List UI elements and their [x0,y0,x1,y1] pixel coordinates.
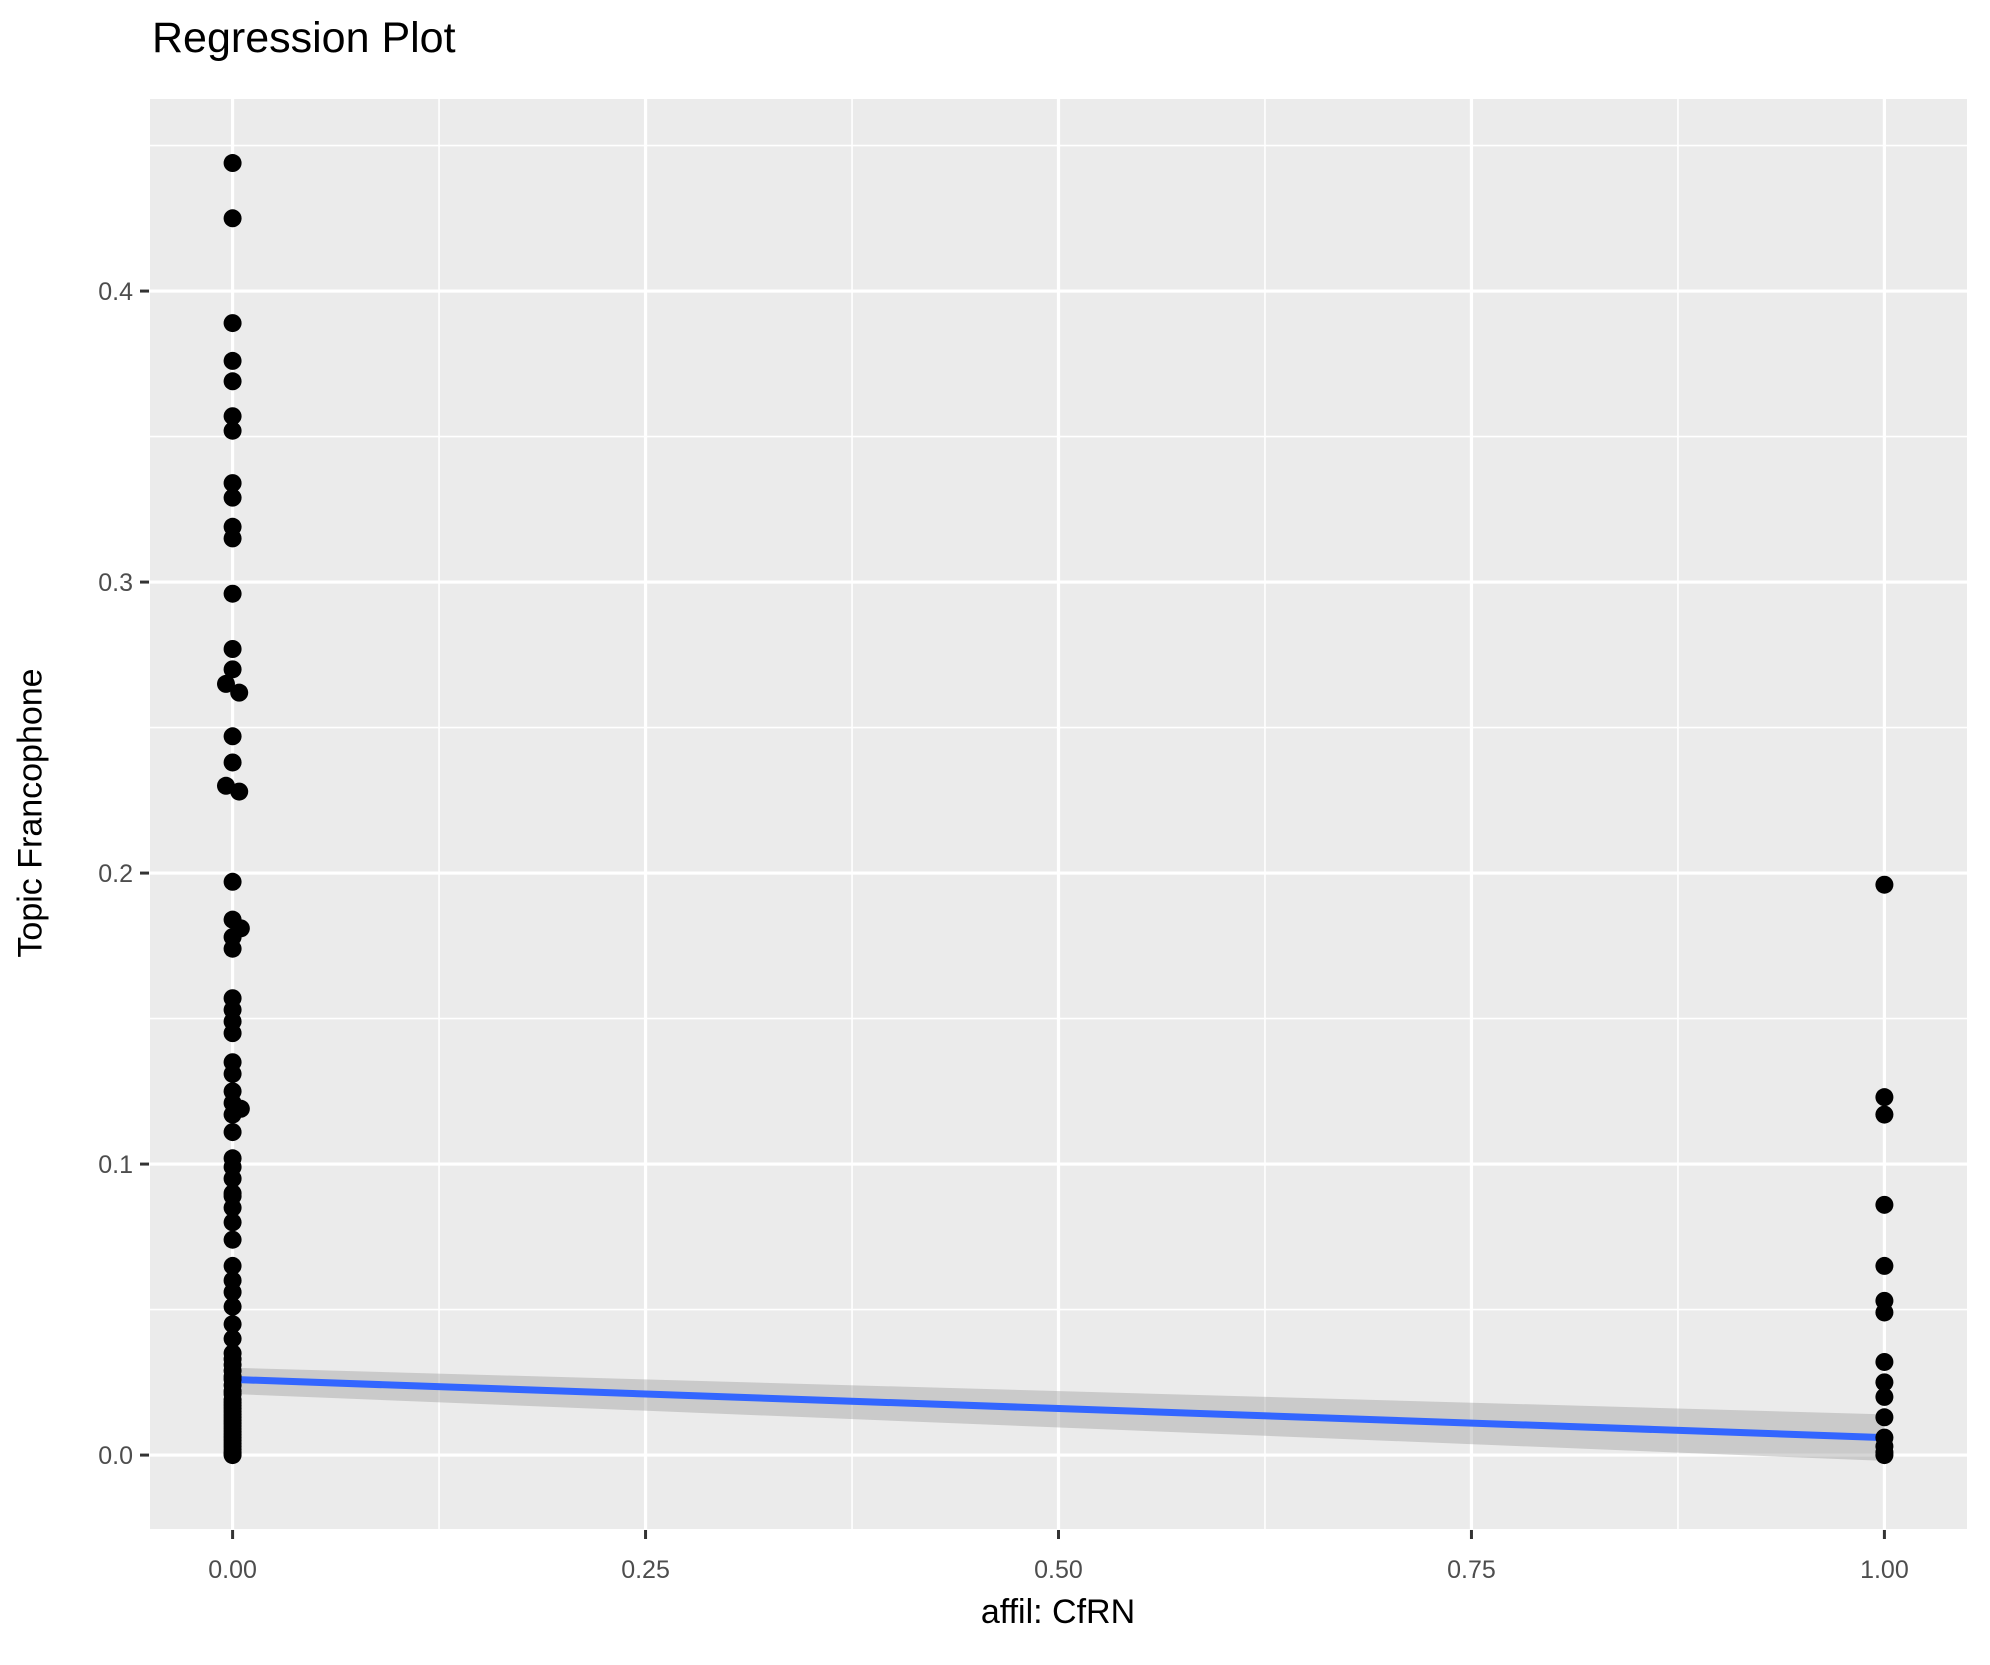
scatter-point [223,474,242,493]
scatter-point [1875,1303,1894,1322]
scatter-point [223,1230,242,1249]
scatter-point [223,407,242,426]
scatter-point [1875,1088,1894,1107]
x-tick-label: 0.50 [1034,1556,1083,1584]
x-axis-title: affil: CfRN [980,1593,1136,1631]
y-tick-label: 0.1 [98,1151,133,1179]
scatter-point [216,674,235,693]
scatter-point [1875,1446,1894,1465]
scatter-point [223,660,242,679]
x-tick-label: 0.00 [208,1556,257,1584]
x-tick-label: 1.00 [1860,1556,1909,1584]
scatter-point [223,753,242,772]
scatter-point [1875,1352,1894,1371]
scatter-point [1875,1387,1894,1406]
y-tick-label: 0.3 [98,569,133,597]
scatter-point [1875,1373,1894,1392]
scatter-point [223,1446,242,1465]
scatter-point [223,939,242,958]
scatter-point [223,421,242,440]
scatter-point [223,1123,242,1142]
scatter-point [230,782,249,801]
y-axis-title: Topic Francophone [11,668,50,958]
scatter-point [223,727,242,746]
y-tick-label: 0.2 [98,860,133,888]
x-tick-label: 0.25 [621,1556,670,1584]
scatter-point [223,209,242,228]
scatter-point [223,488,242,507]
scatter-point [223,1297,242,1316]
x-tick-label: 0.75 [1447,1556,1496,1584]
scatter-point [223,351,242,370]
y-tick-label: 0.4 [98,278,133,306]
scatter-point [223,1213,242,1232]
regression-line [232,1375,1885,1442]
scatter-point [223,1315,242,1334]
scatter-point [223,640,242,658]
scatter-point [223,1198,242,1217]
scatter-point [223,154,242,173]
plot-title: Regression Plot [152,14,456,62]
scatter-point [223,1024,242,1043]
scatter-point [223,1169,242,1188]
scatter-point [1875,1105,1894,1124]
scatter-point [1875,1408,1894,1427]
y-tick-label: 0.0 [98,1442,133,1470]
scatter-point [223,1064,242,1083]
scatter-point [223,529,242,548]
scatter-point [223,372,242,391]
scatter-point [223,1329,242,1348]
scatter-point [223,1105,242,1124]
scatter-point [1875,875,1894,894]
scatter-point [223,1283,242,1302]
scatter-point [223,584,242,603]
scatter-point [223,872,242,891]
scatter-point [223,314,242,333]
scatter-point [230,683,249,702]
scatter-point [1875,1195,1894,1214]
scatter-point [223,1256,242,1275]
scatter-point [1875,1256,1894,1275]
